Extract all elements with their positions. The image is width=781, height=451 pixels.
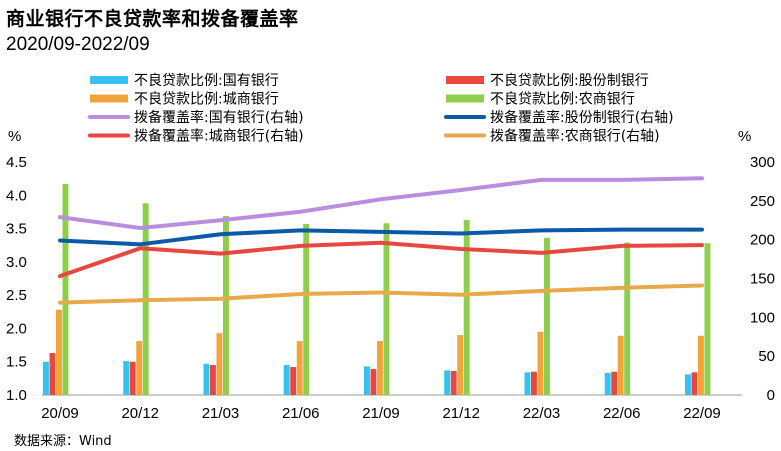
- bar-0-3: [283, 365, 290, 395]
- bar-3-6: [544, 237, 550, 395]
- bar-1-1: [129, 361, 136, 395]
- x-tick-label-3: 21/06: [282, 405, 320, 422]
- bar-2-0: [56, 309, 62, 395]
- line-series-3: [58, 283, 704, 305]
- legend-bar-2-label: 不良贷款比例:城商银行: [134, 92, 279, 108]
- bar-2-3: [296, 341, 303, 395]
- bar-3-8: [704, 243, 711, 395]
- bar-2-6: [537, 331, 544, 395]
- line-series-0: [58, 176, 704, 231]
- bar-2-5: [457, 335, 464, 395]
- bar-0-4: [364, 366, 370, 395]
- chart-title: 商业银行不良贷款率和拨备覆盖率: [6, 8, 299, 30]
- x-tick-label-1: 20/12: [121, 405, 159, 422]
- right-tick-label-4: 200: [750, 232, 775, 249]
- bar-1-8: [691, 372, 698, 395]
- left-tick-label-7: 4.5: [6, 154, 27, 171]
- bar-1-0: [49, 353, 56, 395]
- bar-1-2: [210, 365, 216, 395]
- x-tick-label-6: 22/03: [523, 405, 561, 422]
- lines: [58, 176, 704, 305]
- bar-0-5: [444, 370, 451, 395]
- bar-2-1: [136, 341, 143, 395]
- left-tick-label-6: 4.0: [6, 187, 27, 204]
- bar-0-1: [123, 361, 130, 395]
- x-tick-label-4: 21/09: [362, 405, 400, 422]
- bar-1-7: [611, 371, 618, 395]
- left-tick-label-5: 3.5: [6, 221, 27, 238]
- right-axis-unit: %: [738, 128, 751, 145]
- bar-3-5: [463, 219, 470, 395]
- bar-0-2: [203, 363, 210, 395]
- bar-0-6: [524, 372, 531, 395]
- right-tick-label-2: 100: [750, 309, 775, 326]
- bar-2-7: [617, 335, 624, 395]
- legend-bar-2-swatch: [90, 94, 128, 103]
- legend-bar-0-swatch: [90, 76, 128, 84]
- right-tick-label-0: 0: [767, 387, 775, 404]
- line-series-2: [58, 240, 704, 279]
- bar-2-4: [377, 341, 383, 395]
- bar-3-7: [624, 242, 631, 395]
- right-tick-label-1: 50: [758, 348, 775, 365]
- legend-bar-1-swatch: [446, 76, 484, 84]
- bar-2-8: [698, 335, 704, 395]
- axes: % % 1.0 1.5 2.0 2.5 3.0 3.5 4.0 4.5 0 50 100 150 200 25…: [6, 128, 775, 422]
- left-tick-label-1: 1.5: [6, 354, 27, 371]
- bar-0-0: [43, 361, 49, 395]
- legend-bar-3-label: 不良贷款比例:农商银行: [490, 92, 635, 108]
- x-tick-label-2: 21/03: [202, 405, 240, 422]
- source-note: 数据来源：Wind: [14, 434, 112, 449]
- legend-bar-1-label: 不良贷款比例:股份制银行: [490, 73, 649, 89]
- bars: [43, 183, 711, 395]
- bar-1-5: [450, 371, 457, 395]
- x-tick-label-8: 22/09: [683, 405, 721, 422]
- line-series-1: [58, 227, 704, 247]
- left-tick-label-3: 2.5: [6, 287, 27, 304]
- legend-line-3-label: 拨备覆盖率:农商银行(右轴): [490, 128, 660, 145]
- legend-line-2-label: 拨备覆盖率:城商银行(右轴): [134, 128, 304, 145]
- left-tick-label-4: 3.0: [6, 254, 27, 271]
- legend-bar-3-swatch: [446, 94, 484, 103]
- legend-line-0-label: 拨备覆盖率:国有银行(右轴): [134, 109, 304, 126]
- bar-3-3: [303, 223, 310, 395]
- bar-3-4: [383, 223, 390, 395]
- legend-bar-0-label: 不良贷款比例:国有银行: [134, 73, 279, 89]
- x-tick-label-7: 22/06: [603, 405, 641, 422]
- left-tick-label-2: 2.0: [6, 320, 27, 337]
- bar-3-0: [62, 183, 69, 395]
- right-tick-label-3: 150: [750, 271, 775, 288]
- bar-0-7: [604, 373, 611, 395]
- x-tick-label-5: 21/12: [442, 405, 480, 422]
- legend-line-1-label: 拨备覆盖率:股份制银行(右轴): [490, 109, 674, 126]
- bar-2-2: [216, 333, 223, 395]
- bar-1-6: [531, 371, 537, 395]
- right-tick-label-5: 250: [750, 193, 775, 210]
- bar-3-2: [223, 215, 229, 395]
- left-tick-label-0: 1.0: [6, 387, 27, 404]
- left-axis-unit: %: [8, 128, 21, 145]
- bar-0-8: [685, 374, 691, 395]
- chart-subtitle: 2020/09-2022/09: [6, 34, 150, 55]
- bar-1-4: [370, 369, 377, 395]
- x-tick-label-0: 20/09: [41, 405, 79, 422]
- bar-1-3: [290, 367, 297, 395]
- right-tick-label-6: 300: [750, 154, 775, 171]
